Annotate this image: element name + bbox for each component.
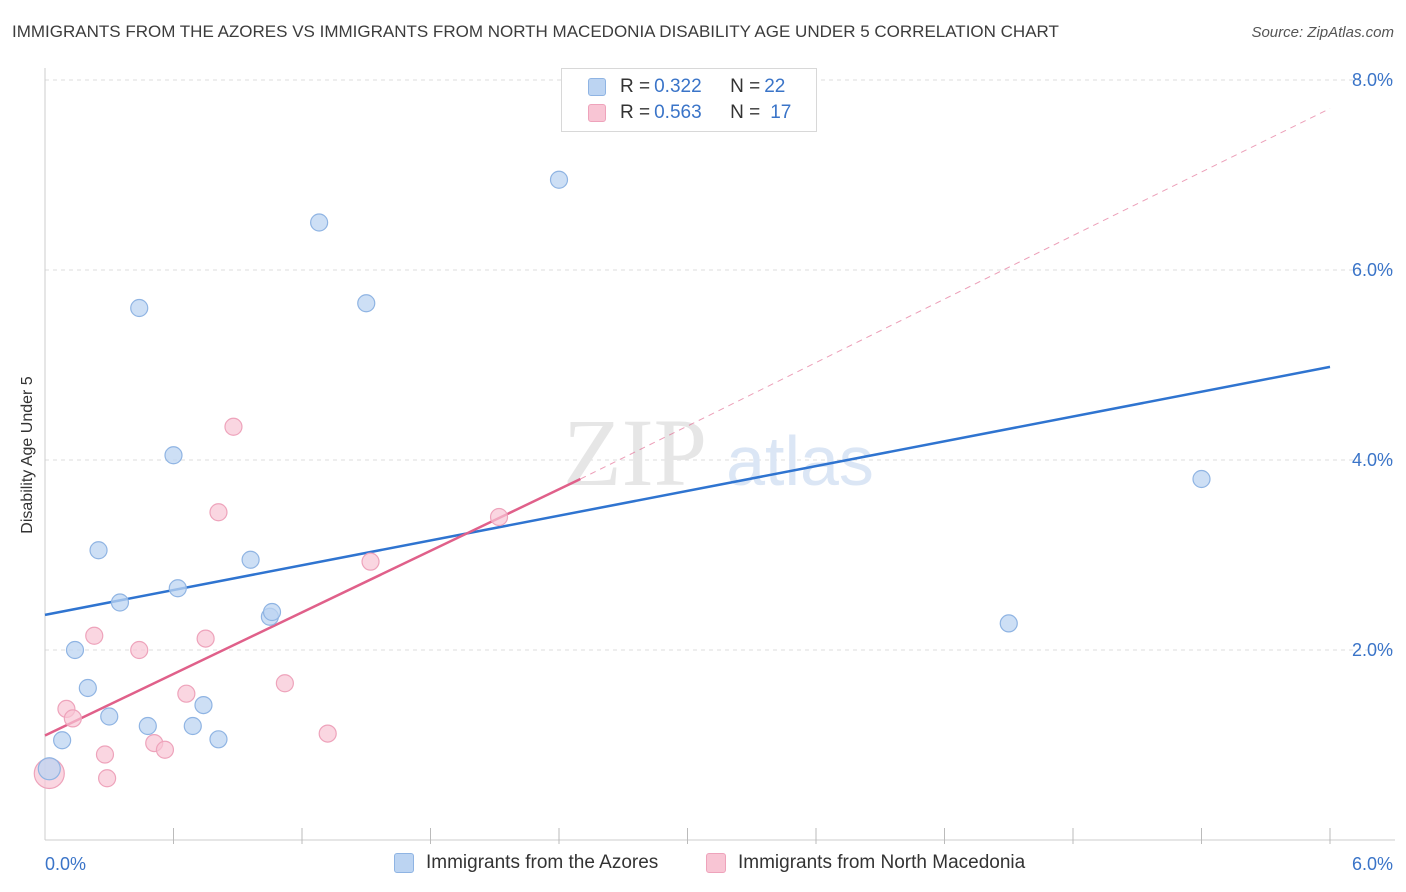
bottom-azores-swatch — [394, 853, 414, 873]
macedonia-point — [196, 629, 215, 648]
azores-point — [209, 730, 228, 749]
azores-point — [138, 716, 157, 736]
azores-point — [89, 541, 108, 560]
source-credit: Source: ZipAtlas.com — [1251, 24, 1394, 41]
macedonia-r-label: R = — [620, 102, 651, 123]
azores-point — [310, 213, 329, 232]
azores-point — [357, 294, 376, 313]
azores-point — [100, 707, 119, 726]
azores-point — [262, 602, 282, 622]
macedonia-point — [85, 626, 104, 645]
macedonia-n-value: 17 — [770, 102, 792, 123]
macedonia-r-value: 0.563 — [654, 102, 702, 123]
azores-point — [999, 614, 1018, 633]
macedonia-trend-extension — [580, 108, 1331, 480]
azores-r-value: 0.322 — [654, 76, 702, 97]
azores-point — [549, 170, 569, 189]
macedonia-trend-line — [44, 477, 581, 737]
azores-point — [130, 298, 149, 318]
azores-n-label: N = — [730, 76, 761, 97]
azores-n-value: 22 — [764, 76, 786, 97]
bottom-azores-label: Immigrants from the Azores — [426, 852, 659, 873]
axes — [44, 68, 1395, 844]
chart-title: IMMIGRANTS FROM THE AZORES VS IMMIGRANTS… — [12, 22, 1059, 41]
macedonia-point — [275, 674, 294, 693]
y-tick-label: 2.0% — [1352, 640, 1393, 660]
azores-point — [168, 579, 187, 598]
x-tick-label: 6.0% — [1352, 854, 1393, 874]
bottom-legend-macedonia: Immigrants from North Macedonia — [706, 852, 1025, 874]
macedonia-point — [63, 709, 82, 728]
tick-labels: 2.0% 4.0% 6.0% 8.0% 0.0% 6.0% — [45, 70, 1393, 874]
macedonia-point — [177, 684, 196, 703]
azores-point — [78, 678, 97, 698]
azores-swatch — [588, 78, 606, 96]
azores-r-label: R = — [620, 76, 651, 97]
bottom-macedonia-label: Immigrants from North Macedonia — [738, 852, 1026, 873]
legend-row-macedonia: R = 0.563 N = 17 — [588, 101, 791, 125]
bottom-legend-azores: Immigrants from the Azores — [394, 852, 658, 874]
macedonia-point — [95, 745, 115, 764]
azores-point — [164, 446, 183, 465]
y-tick-label: 6.0% — [1352, 260, 1393, 280]
azores-point — [241, 550, 260, 569]
legend-row-azores: R = 0.322 N = 22 — [588, 75, 785, 99]
watermark-atlas: atlas — [726, 422, 874, 500]
y-tick-label: 8.0% — [1352, 70, 1393, 90]
data-points — [33, 170, 1211, 790]
bottom-macedonia-swatch — [706, 853, 726, 873]
azores-point — [183, 716, 202, 736]
azores-point — [65, 640, 85, 660]
azores-point — [194, 695, 213, 715]
macedonia-point — [361, 552, 380, 571]
macedonia-point — [130, 640, 149, 660]
watermark: ZIP atlas — [563, 399, 874, 506]
azores-point — [53, 731, 72, 750]
macedonia-point — [318, 724, 337, 743]
macedonia-point — [155, 740, 175, 759]
y-tick-label: 4.0% — [1352, 450, 1393, 470]
macedonia-point — [489, 507, 509, 527]
azores-point — [110, 593, 130, 612]
y-axis-label: Disability Age Under 5 — [19, 376, 36, 534]
azores-trend-line — [44, 365, 1331, 617]
macedonia-point — [98, 769, 117, 788]
azores-point — [37, 757, 61, 781]
macedonia-point — [209, 503, 228, 522]
correlation-legend: R = 0.322 N = 22 R = 0.563 N = 17 — [561, 68, 817, 132]
x-tick-label: 0.0% — [45, 854, 86, 874]
trend-lines — [44, 108, 1331, 737]
macedonia-n-label: N = — [730, 102, 761, 123]
macedonia-swatch — [588, 104, 606, 122]
macedonia-point — [224, 417, 243, 436]
azores-point — [1192, 469, 1211, 489]
